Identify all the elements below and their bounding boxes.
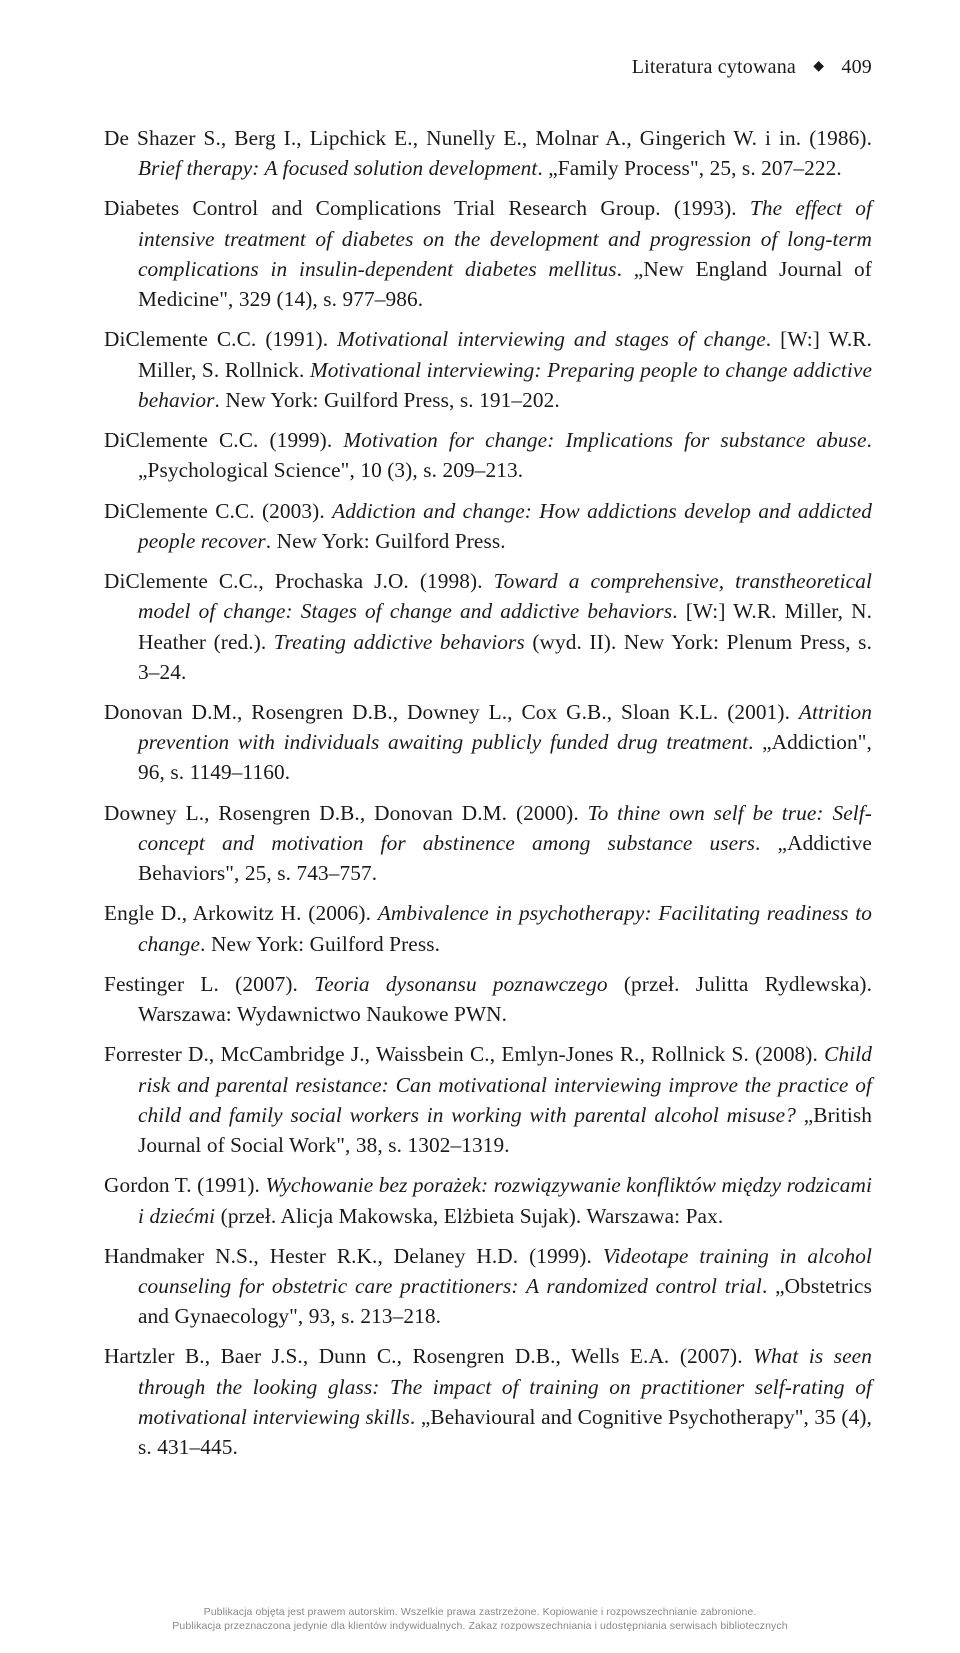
ref-tail: . „Family Process", 25, s. 207–222. xyxy=(537,156,841,180)
ref-authors: Engle D., Arkowitz H. xyxy=(104,901,302,925)
reference-list: De Shazer S., Berg I., Lipchick E., Nune… xyxy=(104,123,872,1462)
ref-year: (1999). xyxy=(529,1244,592,1268)
running-header: Literatura cytowana ◆ 409 xyxy=(104,56,872,79)
ref-authors: Diabetes Control and Complications Trial… xyxy=(104,196,661,220)
footer-line-2: Publikacja przeznaczona jedynie dla klie… xyxy=(0,1619,960,1633)
ref-tail: . New York: Guilford Press, s. 191–202. xyxy=(215,388,560,412)
reference-entry: Gordon T. (1991). Wychowanie bez porażek… xyxy=(104,1170,872,1230)
ref-authors: Gordon T. xyxy=(104,1173,192,1197)
reference-entry: Handmaker N.S., Hester R.K., Delaney H.D… xyxy=(104,1241,872,1332)
reference-entry: De Shazer S., Berg I., Lipchick E., Nune… xyxy=(104,123,872,183)
ref-authors: DiClemente C.C. xyxy=(104,428,258,452)
ref-year: (2007). xyxy=(235,972,298,996)
reference-entry: DiClemente C.C., Prochaska J.O. (1998). … xyxy=(104,566,872,687)
ref-year: (1993). xyxy=(674,196,737,220)
ref-authors: De Shazer S., Berg I., Lipchick E., Nune… xyxy=(104,126,801,150)
reference-entry: Downey L., Rosengren D.B., Donovan D.M. … xyxy=(104,798,872,889)
ref-authors: Hartzler B., Baer J.S., Dunn C., Rosengr… xyxy=(104,1344,669,1368)
ref-authors: Downey L., Rosengren D.B., Donovan D.M. xyxy=(104,801,507,825)
ref-authors: Handmaker N.S., Hester R.K., Delaney H.D… xyxy=(104,1244,518,1268)
reference-entry: Engle D., Arkowitz H. (2006). Ambivalenc… xyxy=(104,898,872,958)
reference-entry: DiClemente C.C. (1991). Motivational int… xyxy=(104,324,872,415)
reference-entry: Diabetes Control and Complications Trial… xyxy=(104,193,872,314)
ref-year: (2003). xyxy=(262,499,325,523)
ref-authors: DiClemente C.C., Prochaska J.O. xyxy=(104,569,409,593)
footer-line-1: Publikacja objęta jest prawem autorskim.… xyxy=(0,1605,960,1619)
copyright-footer: Publikacja objęta jest prawem autorskim.… xyxy=(0,1605,960,1633)
reference-entry: DiClemente C.C. (2003). Addiction and ch… xyxy=(104,496,872,556)
reference-entry: DiClemente C.C. (1999). Motivation for c… xyxy=(104,425,872,485)
ref-authors: Forrester D., McCambridge J., Waissbein … xyxy=(104,1042,749,1066)
ref-year: (1998). xyxy=(420,569,483,593)
ref-tail: . New York: Guilford Press. xyxy=(200,932,440,956)
ref-year: (2006). xyxy=(308,901,371,925)
ref-year: (1999). xyxy=(270,428,333,452)
ref-authors: DiClemente C.C. xyxy=(104,499,255,523)
reference-entry: Festinger L. (2007). Teoria dysonansu po… xyxy=(104,969,872,1029)
ref-title: Teoria dysonansu poznawczego xyxy=(314,972,607,996)
ref-year: (1986). xyxy=(809,126,872,150)
reference-entry: Donovan D.M., Rosengren D.B., Downey L.,… xyxy=(104,697,872,788)
ref-year: (2007). xyxy=(680,1344,743,1368)
ref-tail: . New York: Guilford Press. xyxy=(266,529,506,553)
ref-title: Brief therapy: A focused solution develo… xyxy=(138,156,537,180)
page: Literatura cytowana ◆ 409 De Shazer S., … xyxy=(0,0,960,1653)
ref-title-2: Treating addictive behaviors xyxy=(274,630,525,654)
ref-year: (1991). xyxy=(265,327,328,351)
ref-authors: Festinger L. xyxy=(104,972,219,996)
ref-year: (1991). xyxy=(197,1173,260,1197)
ref-year: (2008). xyxy=(755,1042,818,1066)
ref-authors: Donovan D.M., Rosengren D.B., Downey L.,… xyxy=(104,700,718,724)
diamond-icon: ◆ xyxy=(813,58,824,75)
ref-year: (2001). xyxy=(727,700,790,724)
section-title: Literatura cytowana xyxy=(632,56,796,78)
ref-authors: DiClemente C.C. xyxy=(104,327,256,351)
ref-year: (2000). xyxy=(516,801,579,825)
ref-tail: (przeł. Alicja Makowska, Elżbieta Sujak)… xyxy=(215,1204,723,1228)
page-number: 409 xyxy=(841,56,872,78)
reference-entry: Forrester D., McCambridge J., Waissbein … xyxy=(104,1039,872,1160)
reference-entry: Hartzler B., Baer J.S., Dunn C., Rosengr… xyxy=(104,1341,872,1462)
ref-title: Motivation for change: Implications for … xyxy=(343,428,866,452)
ref-title: Motivational interviewing and stages of … xyxy=(337,327,766,351)
